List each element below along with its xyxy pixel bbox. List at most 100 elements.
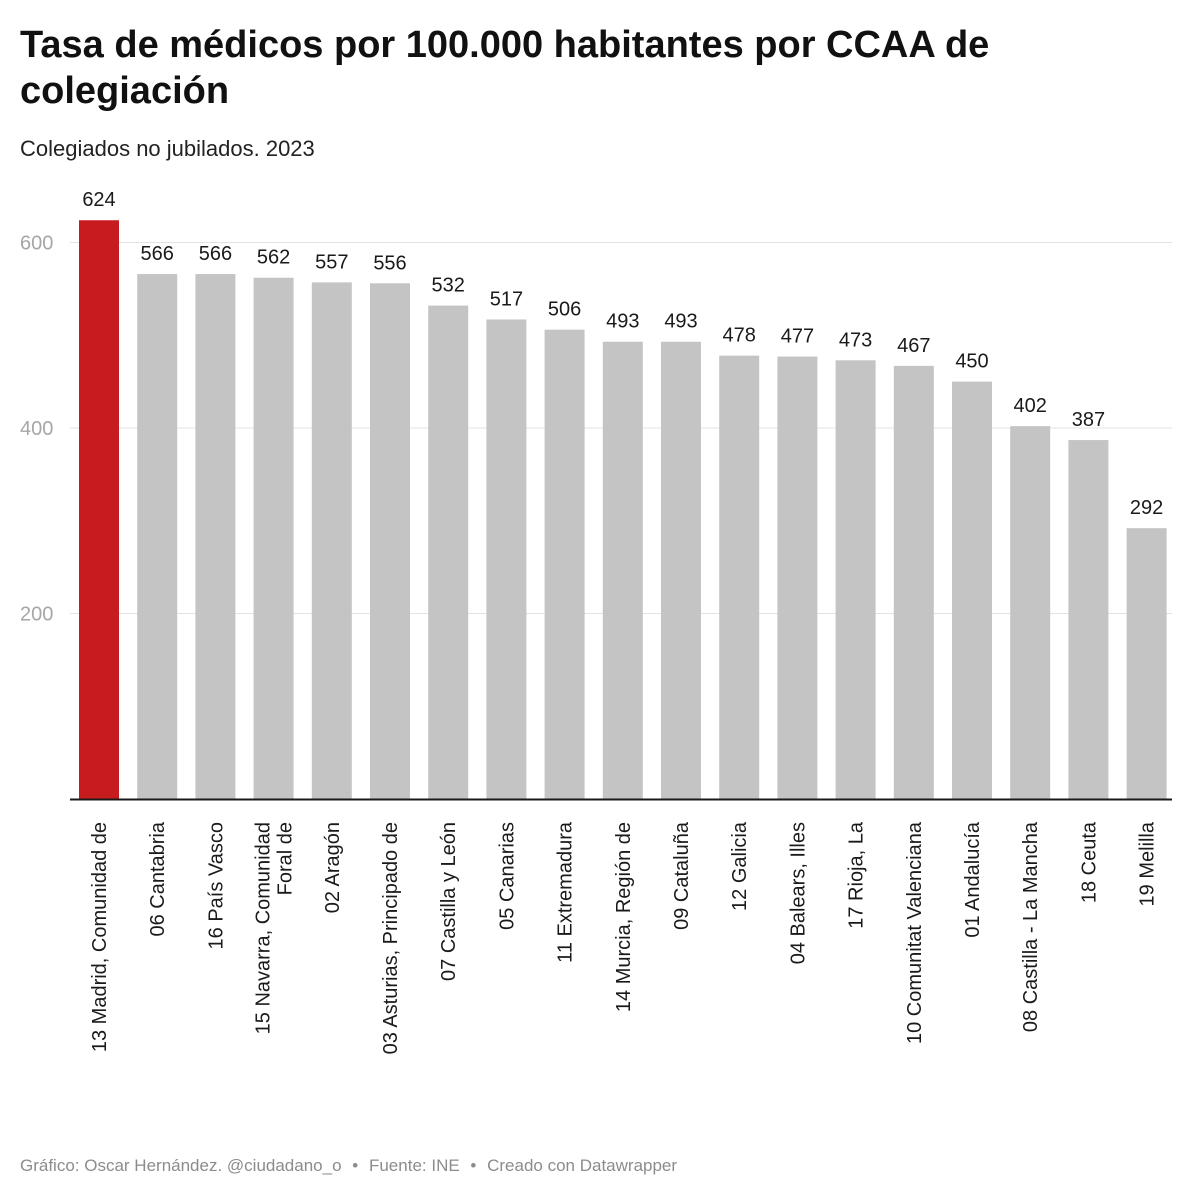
bar xyxy=(79,220,119,800)
bar xyxy=(835,360,876,799)
category-label: 17 Rioja, La xyxy=(846,821,868,929)
footer: Gráfico: Oscar Hernández. @ciudadano_o •… xyxy=(20,1156,677,1176)
value-label: 292 xyxy=(1130,497,1163,519)
value-label: 566 xyxy=(199,243,232,265)
bar xyxy=(486,319,527,799)
value-label: 506 xyxy=(548,299,581,321)
bar xyxy=(602,341,643,799)
category-label-text: 13 Madrid, Comunidad de xyxy=(89,822,111,1052)
bar xyxy=(661,341,701,799)
category-label: 03 Asturias, Principado de xyxy=(380,822,402,1054)
category-label: 01 Andalucía xyxy=(962,821,984,938)
category-label: 04 Balears, Illes xyxy=(787,822,809,964)
bar xyxy=(1010,426,1051,799)
bar xyxy=(952,381,992,799)
category-label-line: 02 Aragón xyxy=(322,822,344,913)
category-label: 11 Extremadura xyxy=(555,821,577,963)
value-label: 450 xyxy=(955,351,988,373)
chart-title: Tasa de médicos por 100.000 habitantes p… xyxy=(20,24,990,112)
value-label: 477 xyxy=(781,326,814,348)
category-label-text: 02 Aragón xyxy=(322,822,344,913)
category-label-text: 15 Navarra, ComunidadForal de xyxy=(253,822,297,1034)
category-labels: 13 Madrid, Comunidad de 06 Cantabria 16 Pa… xyxy=(89,821,1159,1054)
bar xyxy=(777,356,818,799)
category-label: 02 Aragón xyxy=(322,822,344,913)
category-label: 16 País Vasco xyxy=(205,822,227,949)
category-label-text: 06 Cantabria xyxy=(147,821,169,936)
category-label-text: 18 Ceuta xyxy=(1078,821,1100,903)
y-tick-label: 600 xyxy=(20,233,53,255)
category-label-line: 15 Navarra, Comunidad xyxy=(253,822,275,1034)
value-label: 473 xyxy=(839,329,872,351)
category-label-line: 18 Ceuta xyxy=(1078,821,1100,903)
bar xyxy=(428,305,469,799)
footer-separator: • xyxy=(352,1156,359,1175)
category-label-line: 07 Castilla y León xyxy=(438,822,460,981)
value-label: 532 xyxy=(432,275,465,297)
value-label: 467 xyxy=(897,335,930,357)
bar xyxy=(137,274,178,799)
category-label-line: 13 Madrid, Comunidad de xyxy=(89,822,111,1052)
bars xyxy=(79,220,1167,800)
category-label: 05 Canarias xyxy=(496,822,518,930)
category-label-text: 16 País Vasco xyxy=(205,822,227,949)
value-label: 493 xyxy=(606,311,639,333)
category-label: 09 Cataluña xyxy=(671,821,693,930)
category-label: 06 Cantabria xyxy=(147,821,169,936)
value-label: 566 xyxy=(141,243,174,265)
category-label-text: 03 Asturias, Principado de xyxy=(380,822,402,1054)
y-tick-label: 200 xyxy=(20,604,53,626)
bar xyxy=(195,274,236,799)
category-label-text: 19 Melilla xyxy=(1137,821,1159,906)
category-label-text: 14 Murcia, Región de xyxy=(613,822,635,1012)
bar xyxy=(1126,528,1167,799)
value-label: 557 xyxy=(315,251,348,273)
category-label-text: 12 Galicia xyxy=(729,821,751,911)
category-label-line: 06 Cantabria xyxy=(147,821,169,936)
category-label-line: 11 Extremadura xyxy=(555,821,577,963)
footer-source: Fuente: INE xyxy=(368,1156,460,1175)
chart-subtitle: Colegiados no jubilados. 2023 xyxy=(20,136,315,161)
category-label: 12 Galicia xyxy=(729,821,751,911)
footer-credit: Gráfico: Oscar Hernández. @ciudadano_o xyxy=(20,1156,342,1175)
category-label: 18 Ceuta xyxy=(1078,821,1100,903)
category-label: 15 Navarra, ComunidadForal de xyxy=(253,822,297,1034)
footer-separator: • xyxy=(470,1156,477,1175)
category-label-line: 17 Rioja, La xyxy=(846,821,868,929)
category-label-text: 07 Castilla y León xyxy=(438,822,460,981)
category-label-line: 08 Castilla - La Mancha xyxy=(1020,821,1042,1032)
bar xyxy=(544,329,585,799)
category-label-text: 08 Castilla - La Mancha xyxy=(1020,821,1042,1032)
bar xyxy=(719,355,760,799)
value-labels: 624 566 566 562 557 556 532 517 506 493 493 478 477 4… xyxy=(82,189,1163,519)
category-label: 10 Comunitat Valenciana xyxy=(904,821,926,1044)
bar xyxy=(253,277,294,799)
value-label: 493 xyxy=(664,311,697,333)
category-label: 08 Castilla - La Mancha xyxy=(1020,821,1042,1032)
category-label: 19 Melilla xyxy=(1137,821,1159,906)
category-label-text: 01 Andalucía xyxy=(962,821,984,938)
value-label: 624 xyxy=(82,189,115,211)
gridlines: 200 400 600 xyxy=(20,233,1172,626)
category-label-text: 04 Balears, Illes xyxy=(787,822,809,964)
category-label-line: 14 Murcia, Región de xyxy=(613,822,635,1012)
category-label-line: 10 Comunitat Valenciana xyxy=(904,821,926,1044)
category-label-line: Foral de xyxy=(275,822,297,895)
category-label: 13 Madrid, Comunidad de xyxy=(89,822,111,1052)
category-label-text: 17 Rioja, La xyxy=(846,821,868,929)
category-label-line: 01 Andalucía xyxy=(962,821,984,938)
footer-tool: Creado con Datawrapper xyxy=(487,1156,678,1175)
category-label-text: 05 Canarias xyxy=(496,822,518,930)
value-label: 402 xyxy=(1014,395,1047,417)
bar xyxy=(311,282,352,799)
value-label: 556 xyxy=(373,252,406,274)
category-label-line: 19 Melilla xyxy=(1137,821,1159,906)
value-label: 387 xyxy=(1072,409,1105,431)
value-label: 562 xyxy=(257,247,290,269)
category-label: 14 Murcia, Región de xyxy=(613,822,635,1012)
value-label: 478 xyxy=(723,325,756,347)
category-label-text: 09 Cataluña xyxy=(671,821,693,930)
category-label-text: 11 Extremadura xyxy=(555,821,577,963)
category-label-line: 03 Asturias, Principado de xyxy=(380,822,402,1054)
